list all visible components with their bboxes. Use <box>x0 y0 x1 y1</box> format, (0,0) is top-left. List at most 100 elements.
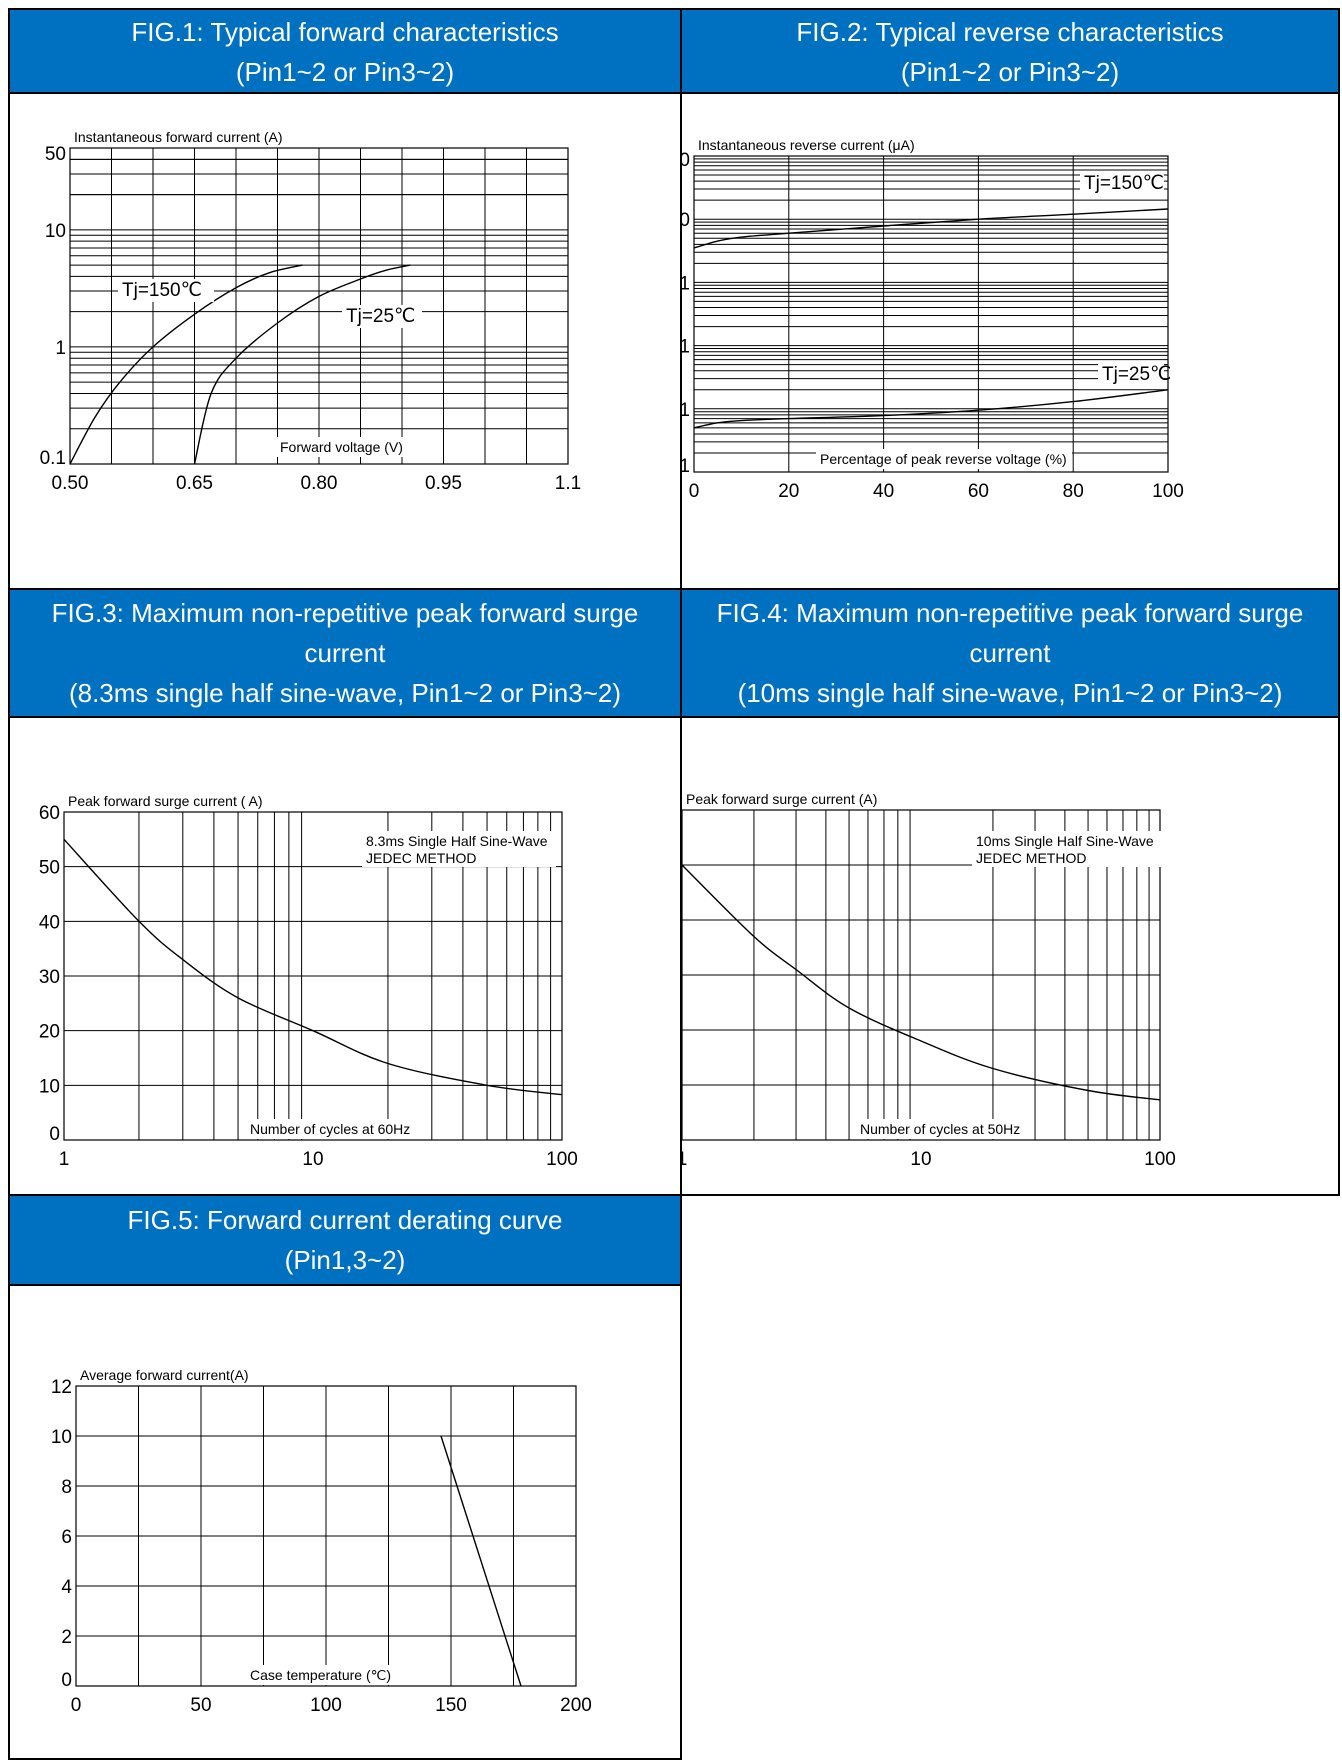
plot-frame <box>75 1385 577 1687</box>
x-axis-label-bg <box>246 1119 416 1139</box>
figure-4-title: FIG.4: Maximum non-repetitive peak forwa… <box>682 590 1338 718</box>
x-tick-label: 1.1 <box>555 473 581 494</box>
y-tick-label: 0.01 <box>682 337 690 358</box>
x-axis-label: Number of cycles at 50Hz <box>860 1121 1020 1137</box>
figure-3-title: FIG.3: Maximum non-repetitive peak forwa… <box>10 590 680 718</box>
y-tick-label: 30 <box>39 967 60 988</box>
y-tick-label: 0.1 <box>682 273 690 294</box>
series-label-bg <box>1098 363 1164 386</box>
x-tick-label: 100 <box>1152 481 1184 502</box>
x-axis-label-bg <box>856 1119 1026 1139</box>
figure-1-chart: Tj=150℃ Tj=25℃ 0.50 0.65 0.80 0.95 1.1 0.1 1 10 50… <box>40 129 582 494</box>
x-tick-label: 100 <box>1144 1149 1176 1170</box>
annotation-bg <box>972 831 1162 867</box>
plot-frame <box>63 811 563 1141</box>
y-axis-label: Instantaneous reverse current (μA) <box>698 137 915 153</box>
series-label-bg <box>1080 172 1164 195</box>
series-line-1 <box>69 264 303 465</box>
y-tick-label: 0.001 <box>682 400 690 421</box>
figure-5-title-line: FIG.5: Forward current derating curve <box>127 1205 563 1235</box>
y-tick-label: 8 <box>61 1477 72 1498</box>
x-axis-label: Forward voltage (V) <box>280 439 403 455</box>
figure-2-panel: FIG.2: Typical reverse characteristics (… <box>680 8 1340 590</box>
figure-5-title-line: (Pin1,3~2) <box>284 1245 406 1275</box>
y-axis-label: Instantaneous forward current (A) <box>74 129 283 145</box>
x-tick-label: 40 <box>873 481 894 502</box>
plot-frame <box>682 809 1161 1141</box>
y-axis-label: Average forward current(A) <box>80 1367 249 1383</box>
x-tick-label: 0.80 <box>301 473 338 494</box>
y-tick-label: 50 <box>39 858 60 879</box>
x-tick-label: 60 <box>968 481 989 502</box>
figure-1-panel: FIG.1: Typical forward characteristics (… <box>8 8 682 590</box>
x-tick-label: 0.65 <box>176 473 213 494</box>
x-tick-label: 10 <box>302 1149 323 1170</box>
plot-frame <box>693 155 1169 473</box>
x-axis-label: Case temperature (℃) <box>250 1667 391 1683</box>
figure-1-title-line: (Pin1~2 or Pin3~2) <box>235 57 455 87</box>
y-tick-label: 2 <box>61 1627 72 1648</box>
y-tick-label: 4 <box>61 1577 72 1598</box>
figure-4-title-line: (10ms single half sine-wave, Pin1~2 or P… <box>737 678 1283 708</box>
series-line-2 <box>693 389 1169 429</box>
figure-4-title-line: current <box>969 638 1051 668</box>
y-tick-label: 10 <box>51 1427 72 1448</box>
figure-5-title: FIG.5: Forward current derating curve (P… <box>10 1196 680 1286</box>
y-axis-label: Peak forward surge current ( A) <box>68 793 263 809</box>
plot-frame <box>69 147 569 465</box>
x-tick-label: 50 <box>190 1695 211 1716</box>
x-tick-label: 1 <box>59 1149 70 1170</box>
figure-2-title-line: (Pin1~2 or Pin3~2) <box>900 57 1120 87</box>
x-axis-label-bg <box>816 449 1072 469</box>
figure-1-title-line: FIG.1: Typical forward characteristics <box>131 17 559 47</box>
y-tick-label: 10 <box>682 150 690 171</box>
x-tick-label: 1 <box>682 1149 687 1170</box>
series-label: Tj=25℃ <box>1102 364 1171 385</box>
x-tick-label: 200 <box>560 1695 592 1716</box>
y-tick-label: 1.0 <box>682 210 690 231</box>
x-tick-label: 0.50 <box>52 473 89 494</box>
y-tick-label: 10 <box>39 1076 60 1097</box>
y-tick-label: 1 <box>55 338 66 359</box>
figure-3-title-line: (8.3ms single half sine-wave, Pin1~2 or … <box>68 678 622 708</box>
y-tick-label: 20 <box>39 1022 60 1043</box>
y-tick-label: 0 <box>49 1124 60 1145</box>
x-tick-label: 0.95 <box>425 473 462 494</box>
series-line-1 <box>63 838 563 1096</box>
x-tick-label: 80 <box>1063 481 1084 502</box>
y-tick-label: 0 <box>61 1670 72 1691</box>
series-label: Tj=25℃ <box>346 306 415 327</box>
figure-4-title-line: FIG.4: Maximum non-repetitive peak forwa… <box>716 598 1304 628</box>
series-label-bg <box>118 279 214 302</box>
chart-annotation: JEDEC METHOD <box>366 850 476 866</box>
x-tick-label: 20 <box>778 481 799 502</box>
chart-annotation: 8.3ms Single Half Sine-Wave <box>366 833 548 849</box>
figure-5-chart: 0 50 100 150 200 0 2 4 6 8 10 12 Average forward cur… <box>51 1367 592 1716</box>
y-axis-label: Peak forward surge current (A) <box>686 791 877 807</box>
figure-3-panel: FIG.3: Maximum non-repetitive peak forwa… <box>8 588 682 1196</box>
figure-2-title-line: FIG.2: Typical reverse characteristics <box>796 17 1224 47</box>
series-line-1 <box>693 208 1169 249</box>
series-line-2 <box>193 264 411 465</box>
figure-2-title: FIG.2: Typical reverse characteristics (… <box>682 10 1338 94</box>
series-line-1 <box>682 864 1161 1101</box>
x-axis-label: Number of cycles at 60Hz <box>250 1121 410 1137</box>
x-tick-label: 100 <box>546 1149 578 1170</box>
x-tick-label: 0 <box>689 481 700 502</box>
x-axis-label: Percentage of peak reverse voltage (%) <box>820 451 1067 467</box>
x-tick-label: 10 <box>910 1149 931 1170</box>
y-tick-label: 12 <box>51 1377 72 1398</box>
y-tick-label: 50 <box>45 144 66 165</box>
x-axis-label-bg <box>246 1665 406 1685</box>
figure-5-panel: FIG.5: Forward current derating curve (P… <box>8 1194 682 1760</box>
annotation-bg <box>362 831 556 867</box>
figure-3-title-line: current <box>304 638 386 668</box>
y-tick-label: 0.1 <box>40 448 66 469</box>
figure-4-panel: FIG.4: Maximum non-repetitive peak forwa… <box>680 588 1340 1196</box>
y-tick-label: 6 <box>61 1527 72 1548</box>
x-tick-label: 100 <box>310 1695 342 1716</box>
